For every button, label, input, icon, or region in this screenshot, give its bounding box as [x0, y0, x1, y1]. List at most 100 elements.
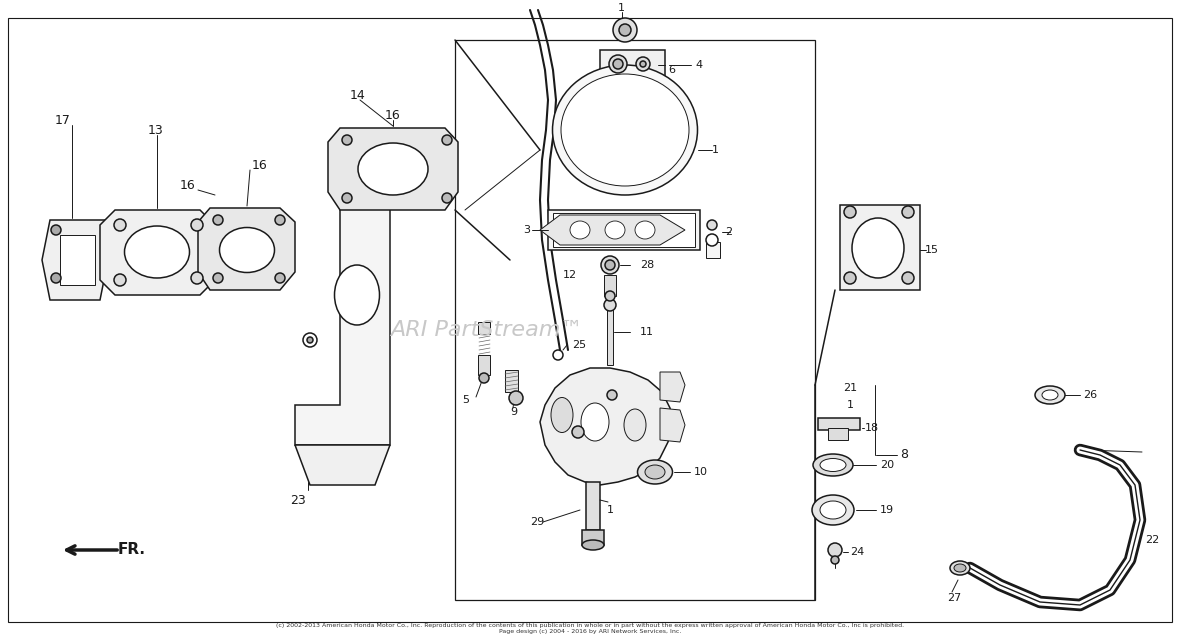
Polygon shape — [478, 355, 490, 375]
Ellipse shape — [624, 409, 645, 441]
Ellipse shape — [950, 561, 970, 575]
Text: 27: 27 — [948, 593, 962, 603]
Circle shape — [572, 426, 584, 438]
Ellipse shape — [219, 227, 275, 273]
Circle shape — [828, 543, 843, 557]
Circle shape — [640, 61, 645, 67]
Text: 17: 17 — [55, 113, 71, 127]
Circle shape — [902, 206, 914, 218]
Polygon shape — [607, 310, 612, 365]
Circle shape — [114, 274, 126, 286]
Text: 1: 1 — [712, 145, 719, 155]
Circle shape — [51, 225, 61, 235]
Ellipse shape — [125, 226, 190, 278]
Polygon shape — [548, 210, 700, 250]
Circle shape — [303, 333, 317, 347]
Text: 1: 1 — [607, 505, 614, 515]
Polygon shape — [540, 368, 671, 485]
Circle shape — [605, 260, 615, 270]
Circle shape — [479, 373, 489, 383]
Polygon shape — [60, 235, 96, 285]
Polygon shape — [42, 220, 109, 300]
Text: ARI PartStream™: ARI PartStream™ — [391, 320, 583, 340]
Polygon shape — [586, 482, 599, 530]
Text: 5: 5 — [463, 395, 468, 405]
Circle shape — [612, 18, 637, 42]
Polygon shape — [706, 242, 720, 258]
Polygon shape — [8, 18, 1172, 622]
Circle shape — [844, 206, 856, 218]
Ellipse shape — [1035, 386, 1066, 404]
Text: FR.: FR. — [118, 543, 146, 557]
Polygon shape — [660, 372, 686, 402]
Circle shape — [275, 273, 286, 283]
Polygon shape — [604, 275, 616, 296]
Ellipse shape — [551, 397, 573, 433]
Text: 9: 9 — [510, 407, 517, 417]
Text: 11: 11 — [640, 327, 654, 337]
Text: 10: 10 — [694, 467, 708, 477]
Polygon shape — [295, 445, 391, 485]
Text: 14: 14 — [350, 88, 366, 102]
Circle shape — [604, 299, 616, 311]
Text: 8: 8 — [900, 449, 907, 461]
Circle shape — [191, 272, 203, 284]
Text: 13: 13 — [148, 124, 164, 136]
Circle shape — [607, 390, 617, 400]
Ellipse shape — [582, 540, 604, 550]
Polygon shape — [505, 370, 518, 392]
Text: 16: 16 — [181, 179, 196, 191]
Polygon shape — [818, 418, 860, 430]
Polygon shape — [100, 210, 215, 295]
Text: 25: 25 — [572, 340, 586, 350]
Polygon shape — [478, 322, 490, 334]
Ellipse shape — [334, 265, 380, 325]
Circle shape — [620, 24, 631, 36]
Text: (c) 2002-2013 American Honda Motor Co., Inc. Reproduction of the contents of thi: (c) 2002-2013 American Honda Motor Co., … — [276, 623, 904, 628]
Text: 23: 23 — [290, 493, 306, 506]
Circle shape — [605, 291, 615, 301]
Circle shape — [51, 273, 61, 283]
Text: 1: 1 — [847, 400, 854, 410]
Ellipse shape — [820, 501, 846, 519]
Ellipse shape — [813, 454, 853, 476]
Polygon shape — [840, 205, 920, 290]
Circle shape — [214, 215, 223, 225]
Polygon shape — [540, 215, 686, 245]
Circle shape — [831, 556, 839, 564]
Circle shape — [553, 350, 563, 360]
Circle shape — [191, 219, 203, 231]
Text: 4: 4 — [695, 60, 702, 70]
Ellipse shape — [635, 221, 655, 239]
Polygon shape — [328, 128, 458, 210]
Text: 26: 26 — [1083, 390, 1097, 400]
Text: 19: 19 — [880, 505, 894, 515]
Polygon shape — [295, 145, 391, 445]
Text: 21: 21 — [843, 383, 857, 393]
Ellipse shape — [570, 221, 590, 239]
Polygon shape — [553, 213, 695, 247]
Circle shape — [307, 337, 313, 343]
Text: 2: 2 — [725, 227, 732, 237]
Text: 1: 1 — [618, 3, 625, 13]
Circle shape — [844, 272, 856, 284]
Text: 29: 29 — [530, 517, 544, 527]
Ellipse shape — [1042, 390, 1058, 400]
Text: 12: 12 — [563, 270, 577, 280]
Text: 16: 16 — [385, 109, 401, 122]
Ellipse shape — [581, 403, 609, 441]
Polygon shape — [582, 530, 604, 545]
Ellipse shape — [637, 460, 673, 484]
Text: 28: 28 — [640, 260, 654, 270]
Ellipse shape — [560, 74, 689, 186]
Text: 24: 24 — [850, 547, 864, 557]
Circle shape — [342, 135, 352, 145]
Circle shape — [442, 135, 452, 145]
Circle shape — [342, 193, 352, 203]
Ellipse shape — [852, 218, 904, 278]
Text: 16: 16 — [253, 159, 268, 172]
Polygon shape — [455, 40, 815, 600]
Text: 22: 22 — [1145, 535, 1159, 545]
Text: 6: 6 — [668, 65, 675, 75]
Ellipse shape — [645, 465, 666, 479]
